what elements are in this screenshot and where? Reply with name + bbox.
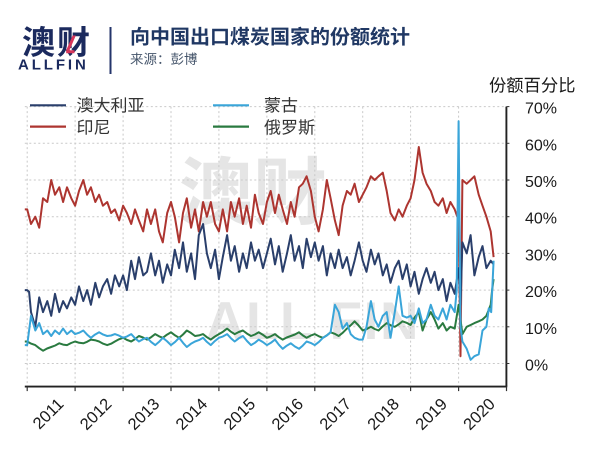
svg-text:60%: 60%	[525, 137, 557, 154]
svg-text:30%: 30%	[525, 247, 557, 264]
svg-text:40%: 40%	[525, 211, 557, 228]
svg-text:ALLFIN: ALLFIN	[18, 57, 89, 74]
svg-text:0%: 0%	[525, 358, 548, 375]
svg-text:10%: 10%	[525, 321, 557, 338]
svg-text:70%: 70%	[525, 101, 557, 118]
svg-text:ALL FIN: ALL FIN	[206, 292, 420, 351]
svg-text:20%: 20%	[525, 284, 557, 301]
svg-text:50%: 50%	[525, 174, 557, 191]
